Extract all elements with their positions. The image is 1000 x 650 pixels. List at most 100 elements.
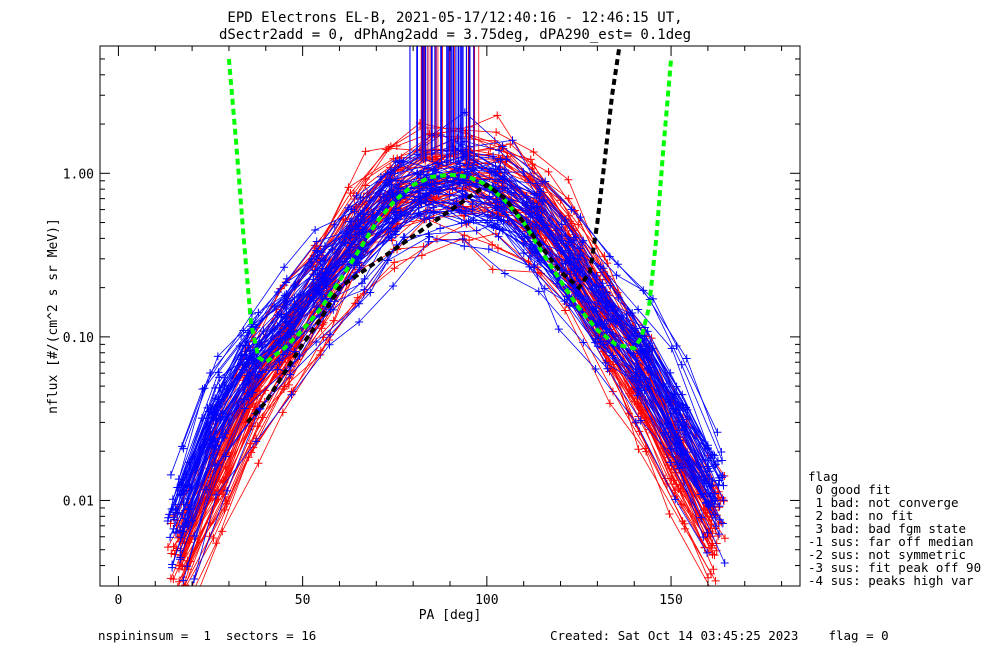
data-marker bbox=[576, 251, 585, 260]
data-marker bbox=[715, 515, 724, 524]
data-marker bbox=[221, 452, 230, 461]
legend-item: 3 bad: bad fgm state bbox=[808, 521, 966, 536]
data-marker bbox=[603, 364, 612, 373]
data-marker bbox=[674, 406, 683, 415]
data-marker bbox=[519, 249, 528, 258]
data-trace bbox=[181, 134, 722, 486]
data-marker bbox=[500, 269, 509, 278]
data-marker bbox=[273, 321, 282, 330]
legend-item: 2 bad: no fit bbox=[808, 508, 913, 523]
data-trace bbox=[185, 160, 719, 486]
data-trace bbox=[193, 187, 724, 537]
data-marker bbox=[222, 499, 231, 508]
data-marker bbox=[171, 527, 180, 536]
data-marker bbox=[254, 308, 263, 317]
data-marker bbox=[557, 232, 566, 241]
data-marker bbox=[572, 265, 581, 274]
data-marker bbox=[638, 346, 647, 355]
data-marker bbox=[166, 533, 175, 542]
data-marker bbox=[353, 293, 362, 302]
data-marker bbox=[188, 516, 197, 525]
data-marker bbox=[329, 305, 338, 314]
legend-item: -4 sus: peaks high var bbox=[808, 573, 974, 588]
data-marker bbox=[558, 247, 567, 256]
data-marker bbox=[633, 391, 642, 400]
data-marker bbox=[677, 360, 686, 369]
data-marker bbox=[368, 210, 377, 219]
data-marker bbox=[673, 439, 682, 448]
data-marker bbox=[177, 612, 185, 620]
data-marker bbox=[282, 278, 291, 287]
x-tick-label: 100 bbox=[475, 593, 498, 608]
data-trace bbox=[171, 155, 701, 510]
data-marker bbox=[176, 533, 185, 542]
data-marker bbox=[176, 546, 185, 555]
data-marker bbox=[678, 390, 687, 399]
data-marker bbox=[279, 385, 288, 394]
data-marker bbox=[534, 287, 543, 296]
data-marker bbox=[310, 241, 319, 250]
data-marker bbox=[488, 265, 497, 274]
data-marker bbox=[312, 237, 321, 246]
data-marker bbox=[325, 340, 334, 349]
data-marker bbox=[280, 263, 289, 272]
data-marker bbox=[394, 184, 403, 193]
data-marker bbox=[445, 190, 454, 199]
data-marker bbox=[720, 534, 729, 543]
data-marker bbox=[344, 183, 353, 192]
data-marker bbox=[636, 342, 645, 351]
data-marker bbox=[179, 486, 188, 495]
data-marker bbox=[276, 284, 285, 293]
footer-right: Created: Sat Oct 14 03:45:25 2023 flag =… bbox=[550, 628, 889, 643]
data-marker bbox=[499, 144, 508, 153]
data-marker bbox=[494, 232, 503, 241]
data-marker bbox=[672, 480, 681, 489]
data-marker bbox=[464, 217, 473, 226]
data-marker bbox=[574, 220, 583, 229]
data-marker bbox=[612, 271, 621, 280]
data-marker bbox=[492, 168, 501, 177]
data-marker bbox=[178, 442, 187, 451]
data-marker bbox=[465, 236, 474, 245]
data-marker bbox=[674, 485, 683, 494]
data-marker bbox=[707, 481, 716, 490]
data-marker bbox=[347, 205, 356, 214]
data-marker bbox=[312, 338, 321, 347]
data-marker bbox=[201, 435, 210, 444]
data-marker bbox=[636, 370, 645, 379]
data-marker bbox=[169, 575, 178, 584]
data-marker bbox=[243, 371, 252, 380]
data-marker bbox=[713, 428, 722, 437]
data-marker bbox=[179, 576, 188, 585]
data-marker bbox=[704, 501, 713, 510]
data-marker bbox=[244, 359, 253, 368]
data-marker bbox=[306, 261, 315, 270]
data-marker bbox=[247, 448, 256, 457]
data-marker bbox=[389, 208, 398, 217]
data-marker bbox=[453, 205, 462, 214]
data-marker bbox=[173, 483, 182, 492]
data-trace bbox=[175, 187, 710, 533]
data-marker bbox=[508, 136, 517, 145]
data-trace bbox=[180, 236, 708, 558]
data-marker bbox=[637, 350, 646, 359]
data-marker bbox=[496, 156, 505, 165]
footer-left: nspininsum = 1 sectors = 16 bbox=[98, 628, 316, 643]
data-marker bbox=[526, 212, 535, 221]
data-marker bbox=[175, 577, 184, 586]
data-marker bbox=[671, 495, 680, 504]
data-marker bbox=[488, 240, 497, 249]
data-marker bbox=[614, 293, 623, 302]
data-marker bbox=[415, 186, 424, 195]
data-marker bbox=[558, 260, 567, 269]
data-marker bbox=[352, 191, 361, 200]
x-tick-label: 50 bbox=[295, 593, 311, 608]
data-marker bbox=[163, 516, 172, 525]
data-marker bbox=[536, 184, 545, 193]
data-marker bbox=[383, 169, 392, 178]
data-marker bbox=[355, 299, 364, 308]
data-marker bbox=[354, 215, 363, 224]
data-layer bbox=[163, 46, 729, 620]
y-tick-label: 1.00 bbox=[63, 167, 94, 182]
legend-item: 1 bad: not converge bbox=[808, 495, 959, 510]
